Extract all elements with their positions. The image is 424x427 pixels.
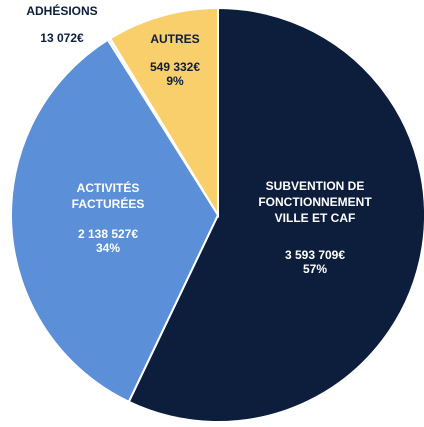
value-label: 13 072€ <box>40 31 84 45</box>
percent-label: 34% <box>95 241 121 255</box>
slice-label: SUBVENTION DE FONCTIONNEMENT VILLE ET CA… <box>258 179 372 225</box>
value-label: 549 332€ <box>149 60 201 74</box>
slice-label: ACTIVITÉS FACTURÉES <box>71 181 145 211</box>
percent-label: 9% <box>166 74 184 88</box>
value-label: 3 593 709€ <box>284 248 346 262</box>
pie-slice <box>108 6 219 219</box>
slice-label: ADHÉSIONS <box>26 4 98 18</box>
pie-slice <box>127 6 424 423</box>
slice-label: AUTRES <box>150 32 200 46</box>
value-label: 2 138 527€ <box>77 227 139 241</box>
pie-slice <box>10 38 220 404</box>
percent-label: 57% <box>302 262 328 276</box>
